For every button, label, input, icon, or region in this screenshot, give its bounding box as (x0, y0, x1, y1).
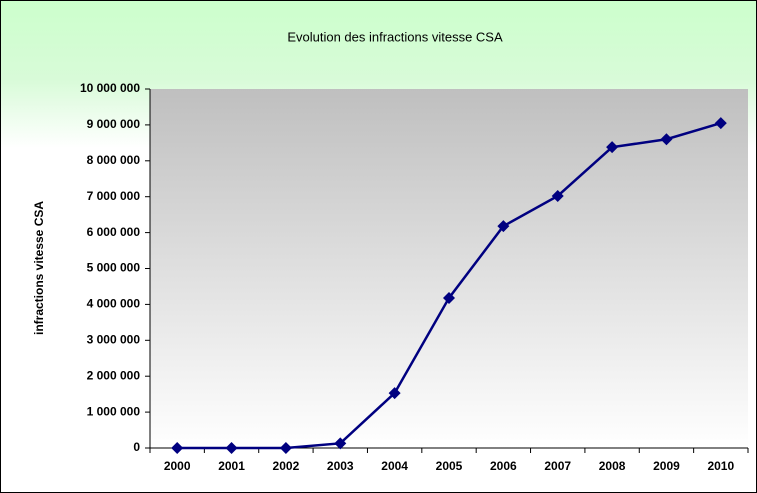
x-tick-label: 2006 (490, 459, 517, 473)
data-marker (334, 437, 347, 450)
data-marker (171, 442, 184, 454)
data-marker (714, 117, 727, 130)
x-tick-label: 2004 (381, 459, 408, 473)
y-tick-label: 8 000 000 (87, 153, 141, 167)
y-tick-label: 1 000 000 (87, 404, 141, 418)
plot-area (150, 89, 748, 448)
data-marker (606, 141, 619, 154)
chart-title: Evolution des infractions vitesse CSA (287, 29, 503, 44)
data-marker (497, 220, 510, 233)
x-tick-label: 2003 (327, 459, 354, 473)
data-marker (660, 133, 673, 146)
y-tick-label: 6 000 000 (87, 225, 141, 239)
data-marker (279, 442, 292, 454)
y-tick-label: 4 000 000 (87, 297, 141, 311)
x-tick-label: 2009 (653, 459, 680, 473)
x-tick-label: 2007 (544, 459, 571, 473)
data-marker (443, 291, 455, 304)
x-tick-label: 2000 (164, 459, 191, 473)
y-axis-label: infractions vitesse CSA (32, 201, 46, 335)
data-marker (388, 387, 401, 400)
data-marker (225, 442, 238, 454)
y-tick-label: 5 000 000 (87, 261, 141, 275)
y-tick-label: 10 000 000 (80, 81, 140, 95)
x-tick-label: 2010 (707, 459, 734, 473)
y-tick-label: 3 000 000 (87, 332, 141, 346)
y-tick-label: 2 000 000 (87, 368, 141, 382)
y-tick-label: 7 000 000 (87, 189, 141, 203)
y-tick-label: 0 (133, 440, 140, 454)
x-tick-label: 2001 (218, 459, 245, 473)
x-tick-label: 2008 (599, 459, 626, 473)
data-marker (551, 189, 564, 202)
x-tick-label: 2002 (273, 459, 300, 473)
y-tick-label: 9 000 000 (87, 117, 141, 131)
x-tick-label: 2005 (436, 459, 463, 473)
